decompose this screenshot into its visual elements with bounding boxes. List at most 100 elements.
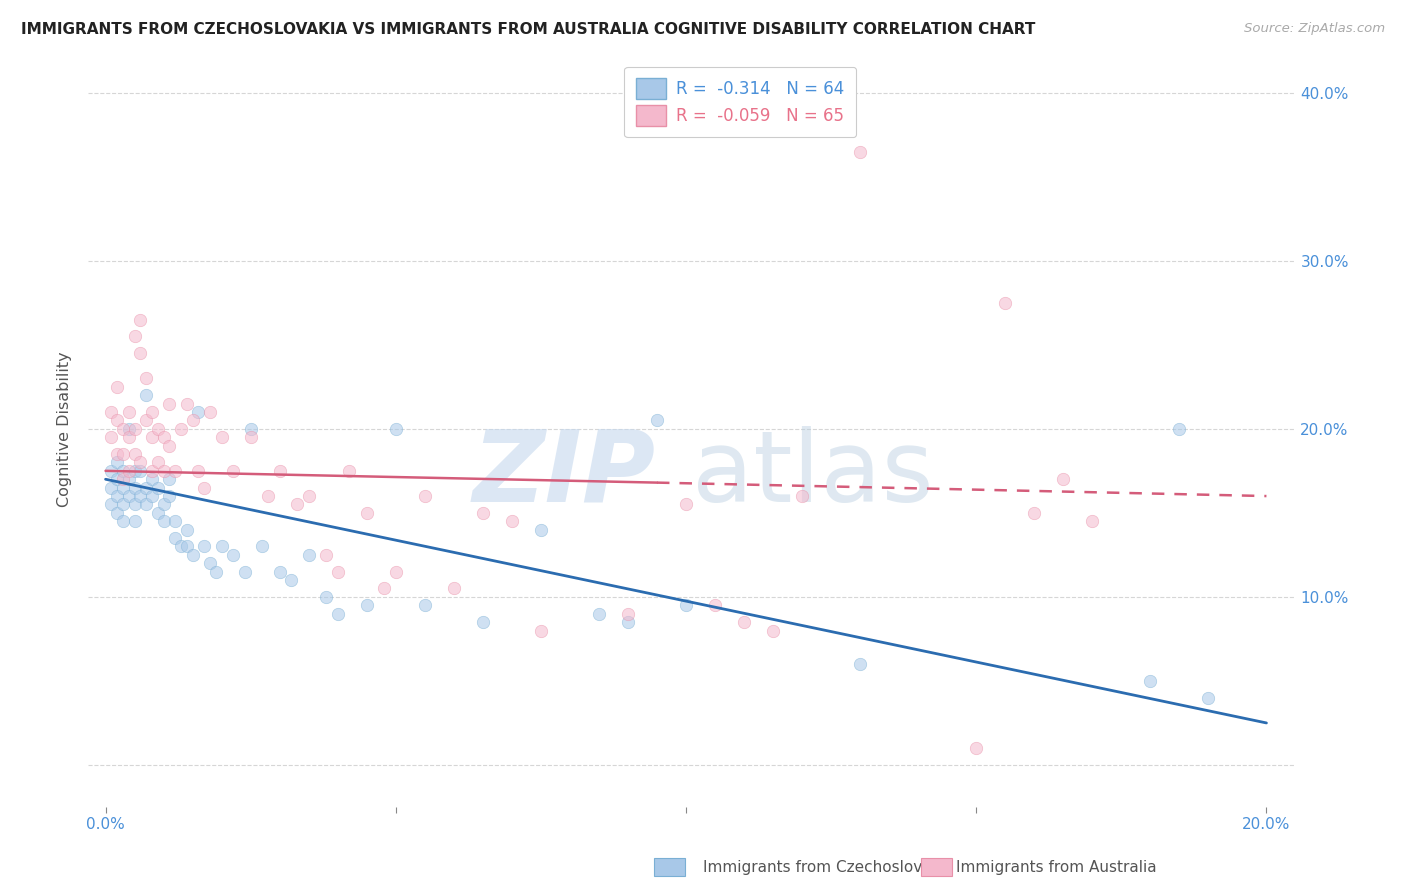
Point bbox=[1024, 506, 1046, 520]
Point bbox=[152, 430, 174, 444]
Point bbox=[222, 548, 245, 562]
Point bbox=[280, 573, 302, 587]
Point bbox=[157, 396, 180, 410]
Text: atlas: atlas bbox=[692, 425, 934, 523]
Point bbox=[315, 590, 337, 604]
Point bbox=[849, 145, 872, 159]
Point bbox=[384, 422, 406, 436]
Point bbox=[141, 464, 163, 478]
Point bbox=[443, 582, 465, 596]
Point bbox=[100, 405, 122, 419]
Point bbox=[146, 481, 169, 495]
Point bbox=[315, 548, 337, 562]
Point bbox=[105, 455, 128, 469]
Point bbox=[675, 599, 697, 613]
Point bbox=[198, 556, 221, 570]
Point bbox=[298, 548, 321, 562]
Legend: R =  -0.314   N = 64, R =  -0.059   N = 65: R = -0.314 N = 64, R = -0.059 N = 65 bbox=[624, 67, 856, 137]
Point bbox=[733, 615, 755, 629]
Point bbox=[181, 548, 204, 562]
Point bbox=[111, 514, 134, 528]
Point bbox=[157, 489, 180, 503]
Point bbox=[356, 599, 378, 613]
Point bbox=[617, 615, 640, 629]
Point bbox=[994, 295, 1017, 310]
Point bbox=[124, 464, 146, 478]
Point bbox=[211, 430, 233, 444]
Point bbox=[105, 472, 128, 486]
Point bbox=[157, 472, 180, 486]
Point bbox=[170, 540, 193, 554]
Point bbox=[129, 312, 152, 326]
Point bbox=[129, 455, 152, 469]
Point bbox=[105, 489, 128, 503]
Point bbox=[157, 439, 180, 453]
Point bbox=[135, 371, 157, 385]
Point bbox=[111, 422, 134, 436]
Point bbox=[198, 405, 221, 419]
Point bbox=[118, 489, 141, 503]
Point bbox=[326, 565, 349, 579]
Point bbox=[1052, 472, 1074, 486]
Point bbox=[129, 464, 152, 478]
Point bbox=[269, 464, 291, 478]
Point bbox=[413, 599, 436, 613]
Point bbox=[675, 498, 697, 512]
Point bbox=[257, 489, 280, 503]
Point bbox=[337, 464, 360, 478]
Point bbox=[373, 582, 395, 596]
Text: ZIP: ZIP bbox=[472, 425, 655, 523]
Text: Immigrants from Australia: Immigrants from Australia bbox=[956, 860, 1157, 874]
Point bbox=[124, 481, 146, 495]
Point bbox=[1197, 690, 1219, 705]
Point bbox=[100, 498, 122, 512]
Point bbox=[1168, 422, 1191, 436]
Point bbox=[129, 489, 152, 503]
Point bbox=[239, 430, 262, 444]
Point bbox=[141, 430, 163, 444]
Text: Immigrants from Czechoslovakia: Immigrants from Czechoslovakia bbox=[703, 860, 955, 874]
Point bbox=[105, 380, 128, 394]
Point bbox=[141, 472, 163, 486]
Point bbox=[135, 413, 157, 427]
Point bbox=[165, 514, 187, 528]
Point bbox=[176, 396, 198, 410]
Point bbox=[233, 565, 256, 579]
Point bbox=[176, 540, 198, 554]
Point bbox=[617, 607, 640, 621]
Point bbox=[1139, 673, 1161, 688]
Point bbox=[471, 506, 494, 520]
Point bbox=[129, 346, 152, 360]
Point bbox=[111, 472, 134, 486]
Point bbox=[211, 540, 233, 554]
Point bbox=[105, 506, 128, 520]
Point bbox=[530, 523, 553, 537]
Point bbox=[645, 413, 668, 427]
Point bbox=[181, 413, 204, 427]
Point bbox=[124, 329, 146, 343]
Point bbox=[146, 455, 169, 469]
Text: IMMIGRANTS FROM CZECHOSLOVAKIA VS IMMIGRANTS FROM AUSTRALIA COGNITIVE DISABILITY: IMMIGRANTS FROM CZECHOSLOVAKIA VS IMMIGR… bbox=[21, 22, 1035, 37]
Point bbox=[111, 464, 134, 478]
Point bbox=[146, 506, 169, 520]
Point bbox=[285, 498, 308, 512]
Text: Source: ZipAtlas.com: Source: ZipAtlas.com bbox=[1244, 22, 1385, 36]
Point bbox=[1081, 514, 1104, 528]
Point bbox=[124, 514, 146, 528]
Point bbox=[413, 489, 436, 503]
Point bbox=[135, 481, 157, 495]
Point bbox=[205, 565, 228, 579]
Point bbox=[170, 422, 193, 436]
Point bbox=[298, 489, 321, 503]
Point bbox=[100, 481, 122, 495]
Point bbox=[100, 430, 122, 444]
Point bbox=[187, 464, 209, 478]
Point bbox=[704, 599, 727, 613]
Point bbox=[118, 472, 141, 486]
Point bbox=[193, 481, 215, 495]
Point bbox=[124, 498, 146, 512]
Point bbox=[111, 481, 134, 495]
Point bbox=[100, 464, 122, 478]
Y-axis label: Cognitive Disability: Cognitive Disability bbox=[58, 351, 72, 507]
Point bbox=[965, 741, 987, 756]
